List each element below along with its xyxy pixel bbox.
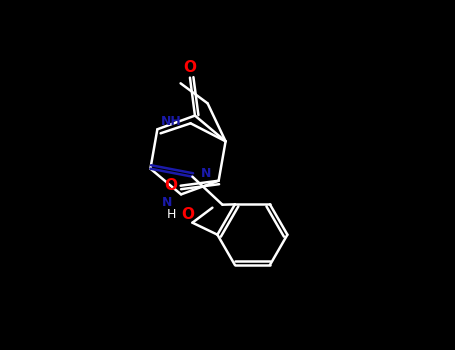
Text: NH: NH: [161, 115, 182, 128]
Text: N: N: [162, 196, 172, 209]
Text: O: O: [164, 178, 177, 193]
Text: O: O: [181, 207, 194, 222]
Text: N: N: [201, 167, 212, 180]
Text: O: O: [183, 60, 197, 75]
Text: H: H: [167, 208, 176, 221]
